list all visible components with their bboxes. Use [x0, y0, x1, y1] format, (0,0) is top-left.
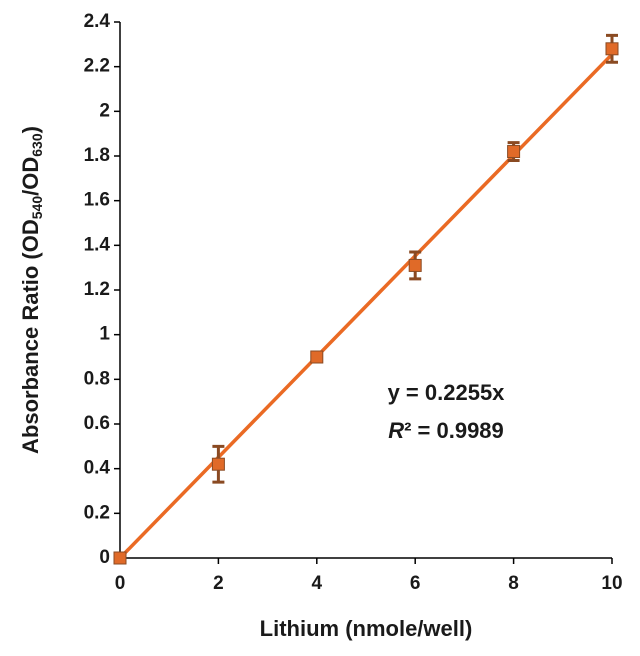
y-tick-label: 0.4	[84, 458, 111, 479]
y-tick-label: 0.8	[84, 368, 110, 389]
x-tick-label: 8	[508, 573, 519, 594]
marker	[113, 551, 127, 565]
x-tick-label: 6	[410, 573, 421, 594]
y-tick-label: 0.6	[84, 413, 110, 434]
marker	[605, 42, 619, 56]
r-symbol: R	[388, 418, 404, 443]
y-tick-label: 1.2	[84, 279, 110, 300]
x-tick-label: 0	[115, 573, 126, 594]
y-tick-label: 1	[99, 324, 110, 345]
y-axis-title-part: Absorbance Ratio (OD	[18, 219, 43, 454]
x-axis-title: Lithium (nmole/well)	[260, 616, 473, 641]
marker	[408, 258, 422, 272]
y-axis-title-part: /OD	[18, 157, 43, 196]
x-tick-label: 10	[601, 573, 622, 594]
marker	[310, 350, 324, 364]
r-squared: R² = 0.9989	[388, 418, 504, 443]
y-tick-label: 2.2	[84, 56, 110, 77]
y-axis-title-sub: 630	[29, 133, 45, 157]
equation: y = 0.2255x	[388, 380, 506, 405]
r-value: ² = 0.9989	[404, 418, 504, 443]
y-tick-label: 1.6	[84, 190, 110, 211]
x-tick-label: 4	[312, 573, 323, 594]
y-tick-label: 1.4	[84, 234, 111, 255]
marker	[211, 457, 225, 471]
y-tick-label: 0	[99, 547, 110, 568]
y-tick-label: 0.2	[84, 502, 110, 523]
y-axis-title-part: )	[18, 126, 43, 133]
y-tick-label: 1.8	[84, 145, 110, 166]
y-axis-title: Absorbance Ratio (OD540/OD630)	[18, 126, 45, 454]
y-tick-label: 2.4	[84, 11, 111, 32]
x-tick-label: 2	[213, 573, 224, 594]
trendline	[118, 53, 614, 560]
marker	[507, 145, 521, 159]
y-tick-label: 2	[99, 100, 110, 121]
y-axis-title-sub: 540	[29, 196, 45, 220]
